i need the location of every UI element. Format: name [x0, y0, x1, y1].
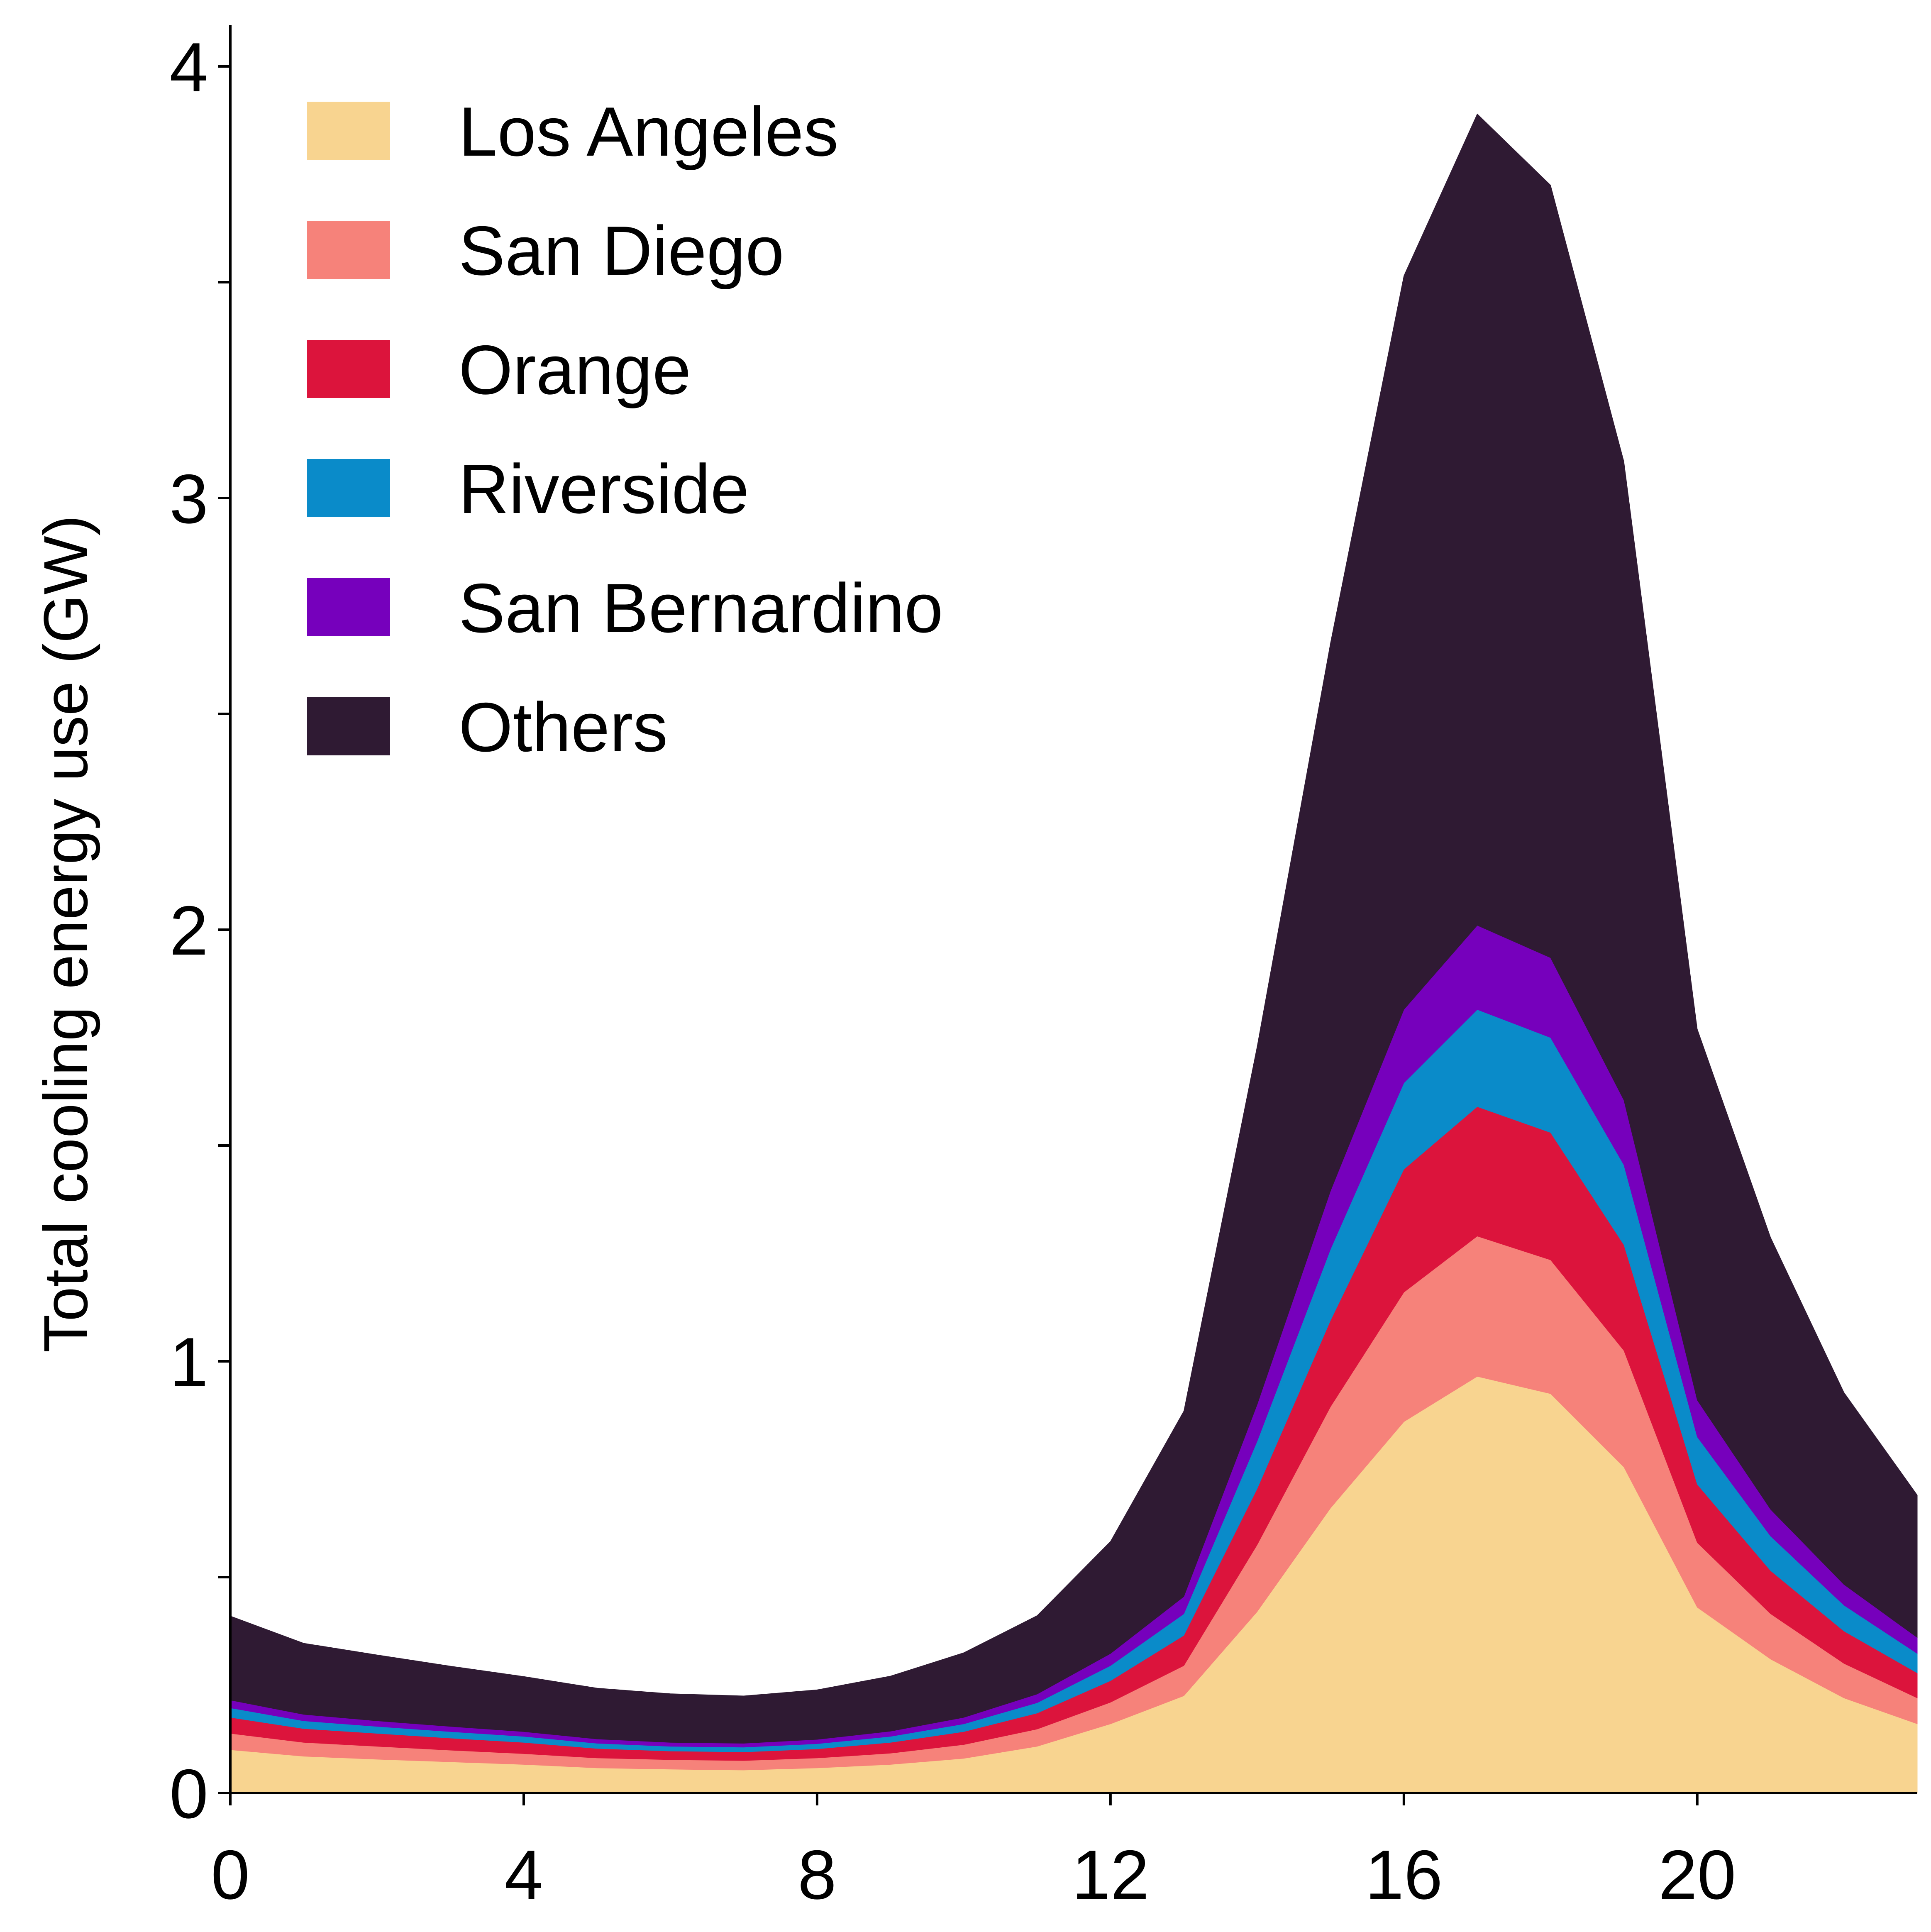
legend-item-orange: Orange [307, 331, 691, 409]
legend-swatch-others [307, 697, 390, 755]
legend-swatch-riverside [307, 459, 390, 517]
x-tick-label-20: 20 [1658, 1836, 1736, 1914]
legend-label-los-angeles: Los Angeles [459, 93, 838, 171]
legend-swatch-los-angeles [307, 102, 390, 160]
y-tick-label-2: 2 [169, 892, 208, 970]
x-tick-label-8: 8 [798, 1836, 836, 1914]
y-tick-label-0: 0 [169, 1755, 208, 1833]
legend-item-san-bernardino: San Bernardino [307, 569, 943, 647]
legend-label-others: Others [459, 688, 668, 766]
y-tick-label-4: 4 [169, 28, 208, 106]
legend-swatch-san-bernardino [307, 578, 390, 636]
y-axis-title: Total cooling energy use (GW) [31, 515, 100, 1353]
legend-label-san-diego: San Diego [459, 212, 784, 290]
legend-item-riverside: Riverside [307, 450, 749, 528]
x-tick-label-0: 0 [211, 1836, 249, 1914]
legend-swatch-orange [307, 340, 390, 398]
x-tick-label-4: 4 [504, 1836, 543, 1914]
area-series-others [230, 113, 1918, 1744]
x-tick-label-12: 12 [1072, 1836, 1149, 1914]
legend-item-los-angeles: Los Angeles [307, 93, 838, 171]
legend-label-san-bernardino: San Bernardino [459, 569, 943, 647]
legend-label-orange: Orange [459, 331, 691, 409]
legend: Los Angeles San Diego Orange Riverside San B… [307, 93, 943, 766]
legend-label-riverside: Riverside [459, 450, 749, 528]
y-tick-label-3: 3 [169, 460, 208, 538]
y-tick-label-1: 1 [169, 1323, 208, 1401]
legend-item-san-diego: San Diego [307, 212, 784, 290]
legend-item-others: Others [307, 688, 668, 766]
x-tick-label-16: 16 [1365, 1836, 1443, 1914]
legend-swatch-san-diego [307, 221, 390, 279]
